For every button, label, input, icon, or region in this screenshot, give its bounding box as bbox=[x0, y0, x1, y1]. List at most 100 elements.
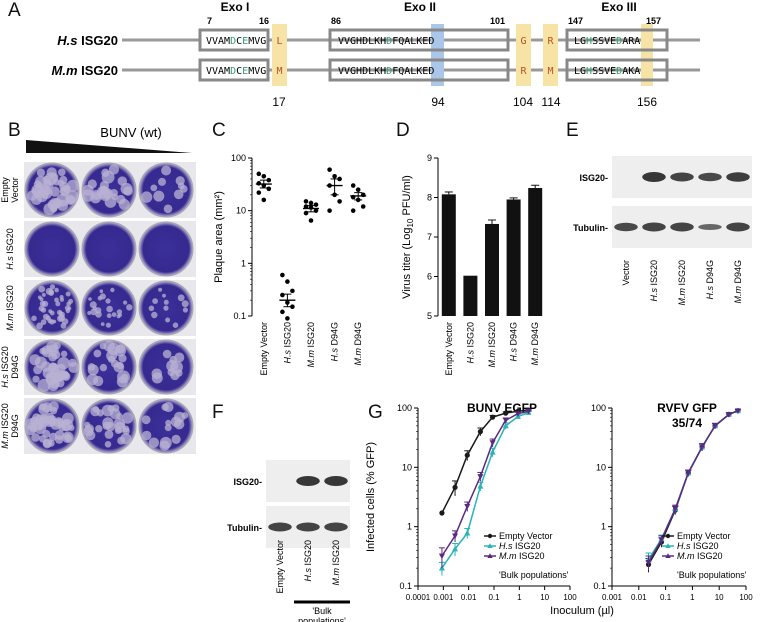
plaque bbox=[153, 190, 165, 202]
plaque bbox=[60, 350, 68, 358]
exo3-start: 147 bbox=[568, 16, 583, 26]
x-axis-label: Inoculum (µl) bbox=[550, 605, 614, 617]
y-tick-label: 6 bbox=[427, 272, 432, 282]
panel-label-e: E bbox=[566, 120, 579, 141]
plaque bbox=[66, 301, 72, 307]
plaque bbox=[49, 186, 60, 197]
plaque-row-label: M.m ISG20 bbox=[5, 285, 15, 331]
bar bbox=[441, 194, 456, 316]
plaque bbox=[126, 304, 133, 311]
plaque bbox=[55, 301, 61, 307]
panel-e-blot: ISG20- Tubulin- Vector H.s ISG20 M.m ISG20 H.… bbox=[573, 156, 752, 306]
lane-label: Empty Vector bbox=[275, 540, 285, 594]
plaque bbox=[151, 311, 158, 319]
blot-band bbox=[324, 522, 348, 532]
plate-well bbox=[138, 339, 194, 395]
plaque bbox=[61, 422, 71, 432]
exo3-box-mm bbox=[565, 58, 669, 82]
plaque bbox=[148, 437, 160, 448]
data-point bbox=[658, 537, 665, 544]
blot-band bbox=[726, 222, 750, 232]
plaque bbox=[175, 369, 183, 377]
x-tick-label: H.s ISG20 bbox=[282, 322, 292, 364]
highlight-17 bbox=[272, 24, 287, 86]
blot-band bbox=[698, 172, 722, 182]
exo3-box-hs bbox=[565, 28, 669, 52]
data-point bbox=[290, 288, 295, 294]
plaque bbox=[177, 294, 185, 302]
plaque bbox=[121, 412, 134, 424]
plaque bbox=[116, 376, 128, 388]
lane-label-group: Vector bbox=[621, 260, 631, 286]
data-point bbox=[489, 414, 496, 420]
bar bbox=[485, 223, 499, 316]
data-point bbox=[261, 173, 267, 179]
plaque bbox=[87, 311, 92, 315]
x-tick-label: H.s D94G bbox=[509, 322, 519, 362]
plaque bbox=[181, 300, 189, 308]
x-tick-label-group: H.s ISG20 bbox=[282, 322, 292, 364]
panel-a-alignment: Exo I 7 16 Exo II 86 101 Exo III 147 157… bbox=[52, 0, 700, 109]
x-tick-label: 1 bbox=[517, 593, 522, 602]
plaque bbox=[27, 190, 38, 201]
plaque bbox=[161, 165, 172, 176]
plaque bbox=[110, 287, 115, 293]
plaque bbox=[38, 285, 46, 293]
plaque bbox=[48, 289, 54, 295]
plaque bbox=[118, 198, 130, 210]
plaque bbox=[163, 305, 169, 311]
blot-band bbox=[670, 222, 694, 232]
data-point bbox=[261, 197, 267, 203]
y-tick-label: 10 bbox=[236, 206, 246, 216]
plaque bbox=[172, 322, 179, 328]
data-point bbox=[256, 181, 262, 186]
data-point bbox=[313, 202, 319, 207]
y-tick-label: 1 bbox=[407, 522, 412, 532]
data-point bbox=[477, 474, 484, 480]
plaque bbox=[181, 412, 189, 419]
plaque bbox=[158, 287, 163, 292]
legend-marker bbox=[487, 543, 493, 548]
species-label-hs: H.s ISG20 bbox=[57, 33, 118, 48]
plaque bbox=[39, 300, 46, 307]
data-point bbox=[327, 208, 332, 213]
plaque bbox=[58, 168, 66, 177]
plaque bbox=[38, 185, 51, 198]
x-tick-label: 0.0001 bbox=[406, 593, 431, 602]
plaque bbox=[83, 426, 94, 437]
x-tick-label: 1 bbox=[690, 593, 695, 602]
data-point bbox=[452, 484, 458, 490]
legend-label: Empty Vector bbox=[677, 531, 731, 541]
plaque bbox=[65, 291, 71, 297]
blot-band bbox=[268, 522, 292, 532]
blot-band bbox=[642, 172, 666, 182]
plaque bbox=[86, 373, 99, 386]
seq-exo1-mm: VVAMDCEMVG bbox=[206, 66, 266, 77]
x-tick-label: 0.001 bbox=[433, 593, 454, 602]
res114-hs: R bbox=[547, 36, 554, 47]
plaque bbox=[61, 372, 71, 381]
y-axis-label: Plaque area (mm²) bbox=[213, 191, 225, 283]
legend-marker bbox=[665, 533, 671, 539]
plaque bbox=[59, 185, 71, 196]
plaque bbox=[60, 322, 67, 329]
lane-label-group: M.m D94G bbox=[733, 260, 743, 304]
plaque bbox=[120, 182, 133, 195]
res17-hs: L bbox=[276, 36, 282, 47]
plaque bbox=[114, 344, 126, 357]
x-tick-label: 0.01 bbox=[631, 593, 647, 602]
plaque bbox=[99, 342, 107, 350]
x-tick-label: 0.1 bbox=[660, 593, 672, 602]
x-tick-label: H.s ISG20 bbox=[465, 322, 475, 364]
legend-label: Empty Vector bbox=[499, 531, 553, 541]
plaque bbox=[92, 306, 98, 311]
row-label-line1: Empty bbox=[0, 177, 10, 203]
row-label-line1: H.s ISG20 bbox=[5, 228, 15, 270]
plaque bbox=[108, 164, 119, 175]
bar bbox=[528, 188, 543, 316]
plaque bbox=[116, 314, 121, 319]
plaque bbox=[52, 319, 57, 324]
x-tick-label-group: M.m D94G bbox=[530, 322, 540, 366]
plaque bbox=[56, 199, 69, 211]
